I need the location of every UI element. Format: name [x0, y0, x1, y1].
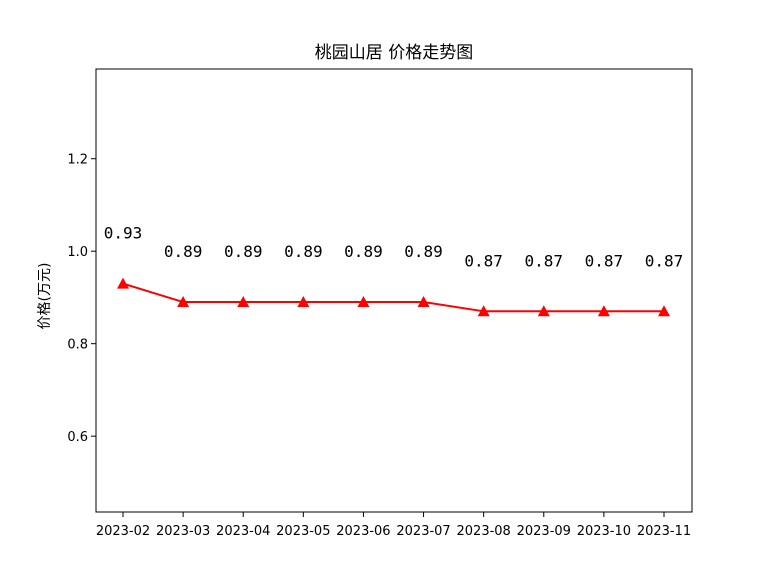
x-tick-label: 2023-02: [96, 524, 150, 539]
data-label: 0.89: [164, 242, 203, 261]
y-axis-label: 价格(万元): [37, 263, 53, 330]
data-label: 0.87: [464, 251, 503, 270]
data-point: [597, 305, 610, 317]
data-label: 0.87: [585, 251, 624, 270]
data-label: 0.89: [224, 242, 263, 261]
data-label: 0.93: [104, 224, 143, 243]
data-label: 0.87: [645, 251, 684, 270]
data-point: [117, 277, 129, 289]
x-tick-label: 2023-09: [517, 524, 571, 539]
x-tick-label: 2023-06: [336, 524, 390, 539]
x-tick-label: 2023-11: [637, 524, 691, 539]
data-point: [537, 305, 550, 317]
plot-frame: [95, 68, 693, 513]
data-label: 0.89: [284, 242, 323, 261]
x-tick-label: 2023-10: [577, 524, 631, 539]
plot-area: 0.6 0.8 1.0 1.2 2023-02 2023-03 2023-04 2023-05…: [67, 153, 691, 539]
data-point: [357, 296, 370, 308]
series-line: [122, 282, 664, 313]
data-point: [297, 296, 310, 308]
y-tick-label: 1.2: [67, 153, 88, 168]
x-tick-label: 2023-07: [396, 524, 450, 539]
data-point: [417, 296, 430, 308]
data-label: 0.89: [404, 242, 443, 261]
data-label: 0.89: [344, 242, 383, 261]
y-tick-label: 1.0: [67, 245, 88, 260]
x-tick-label: 2023-08: [457, 524, 511, 539]
chart-title: 桃园山居 价格走势图: [315, 43, 473, 63]
data-point: [177, 296, 190, 308]
x-tick-label: 2023-04: [216, 524, 270, 539]
y-tick-label: 0.6: [67, 430, 88, 445]
data-point: [658, 305, 670, 317]
x-tick-label: 2023-05: [276, 524, 330, 539]
data-point: [237, 296, 250, 308]
x-tick-label: 2023-03: [156, 524, 210, 539]
data-point: [477, 305, 490, 317]
y-tick-label: 0.8: [67, 338, 88, 353]
data-label: 0.87: [525, 251, 564, 270]
